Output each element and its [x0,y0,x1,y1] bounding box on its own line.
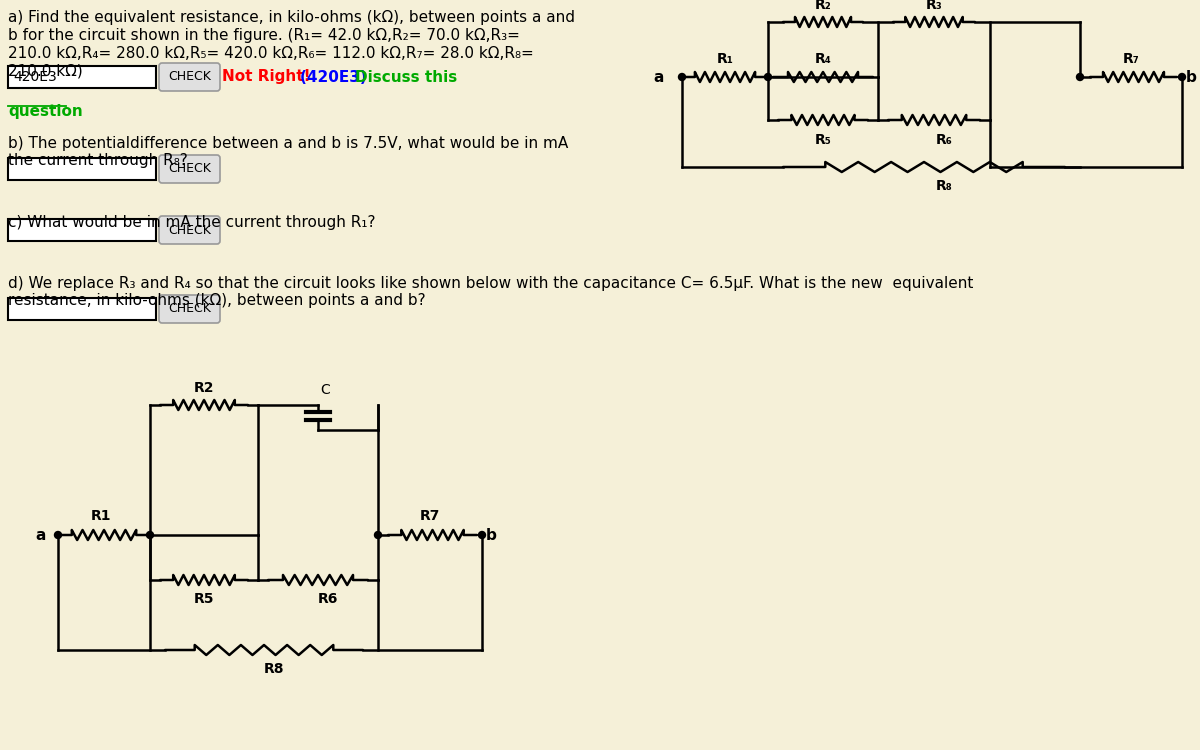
FancyBboxPatch shape [158,155,220,183]
FancyBboxPatch shape [8,66,156,88]
FancyBboxPatch shape [8,298,156,320]
Text: a: a [654,70,664,85]
Text: R₃: R₃ [925,0,942,12]
Text: R5: R5 [193,592,215,606]
Text: R8: R8 [264,662,284,676]
Text: 420E3: 420E3 [13,70,56,84]
Text: C: C [320,383,330,397]
Circle shape [146,532,154,538]
Text: (420E3): (420E3) [300,70,372,85]
Text: R₇: R₇ [1122,52,1140,66]
Text: R₈: R₈ [936,179,953,193]
Text: question: question [8,104,83,119]
Text: R7: R7 [420,509,440,523]
Text: R₁: R₁ [716,52,733,66]
Circle shape [764,74,772,80]
FancyBboxPatch shape [158,63,220,91]
Text: b for the circuit shown in the figure. (R₁= 42.0 kΩ,R₂= 70.0 kΩ,R₃=: b for the circuit shown in the figure. (… [8,28,520,43]
Text: R₂: R₂ [815,0,832,12]
FancyBboxPatch shape [8,219,156,241]
Text: R1: R1 [91,509,112,523]
FancyBboxPatch shape [158,295,220,323]
FancyBboxPatch shape [8,158,156,180]
Text: c) What would be in mA the current through R₁?: c) What would be in mA the current throu… [8,215,376,230]
Circle shape [1178,74,1186,80]
Text: a) Find the equivalent resistance, in kilo-ohms (kΩ), between points a and: a) Find the equivalent resistance, in ki… [8,10,575,25]
Text: b: b [1186,70,1196,85]
Text: d) We replace R₃ and R₄ so that the circuit looks like shown below with the capa: d) We replace R₃ and R₄ so that the circ… [8,276,973,308]
Circle shape [54,532,61,538]
FancyBboxPatch shape [158,216,220,244]
Text: CHECK: CHECK [168,70,211,83]
Text: 210.0 kΩ,R₄= 280.0 kΩ,R₅= 420.0 kΩ,R₆= 112.0 kΩ,R₇= 28.0 kΩ,R₈=: 210.0 kΩ,R₄= 280.0 kΩ,R₅= 420.0 kΩ,R₆= 1… [8,46,534,61]
Text: R2: R2 [193,381,215,395]
Text: CHECK: CHECK [168,163,211,176]
Circle shape [374,532,382,538]
Text: Discuss this: Discuss this [355,70,457,85]
Text: R₄: R₄ [815,52,832,66]
Text: CHECK: CHECK [168,302,211,316]
Circle shape [678,74,685,80]
Text: b) The potentialdifference between a and b is 7.5V, what would be in mA
the curr: b) The potentialdifference between a and… [8,136,569,169]
Text: b: b [486,527,497,542]
Text: R6: R6 [318,592,338,606]
Circle shape [1076,74,1084,80]
Text: R₆: R₆ [936,133,953,147]
Text: Not Right!: Not Right! [222,70,316,85]
Text: a: a [36,527,46,542]
Text: R₅: R₅ [815,133,832,147]
Text: CHECK: CHECK [168,224,211,236]
Text: 210.0 kΩ): 210.0 kΩ) [8,64,83,79]
Circle shape [479,532,486,538]
